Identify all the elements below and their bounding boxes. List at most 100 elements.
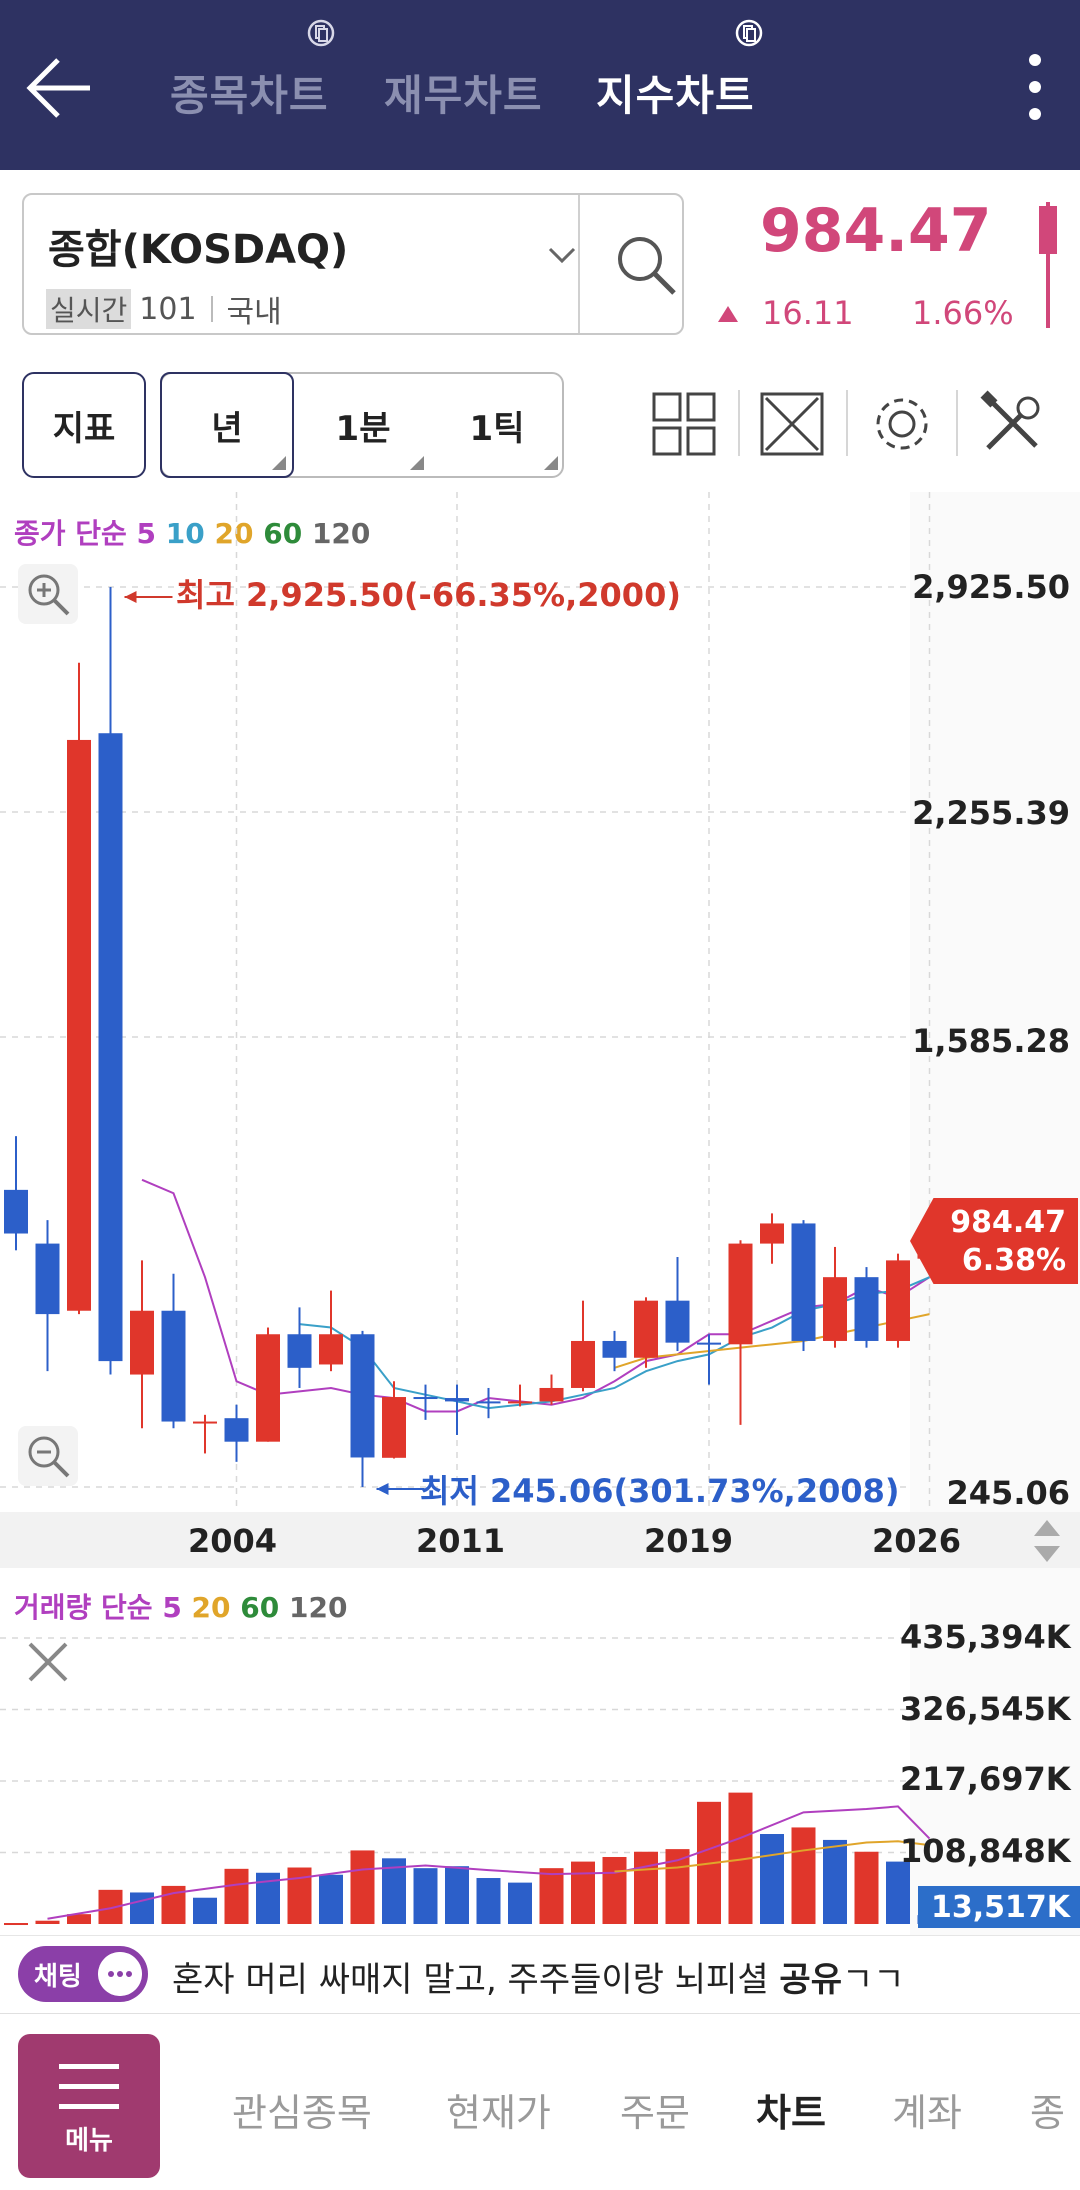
candle-body xyxy=(287,1334,312,1368)
chat-label: 채팅 xyxy=(34,1962,82,1992)
chat-bar[interactable]: 채팅 혼자 머리 싸매지 말고, 주주들이랑 뇌피셜 공유ㄱㄱ xyxy=(0,1935,1080,2013)
chevron-down-icon[interactable] xyxy=(544,237,580,273)
nav-order[interactable]: 주문 xyxy=(620,2091,690,2135)
dropdown-corner-icon xyxy=(272,456,286,470)
legend-ma-120: 120 xyxy=(288,1591,348,1624)
volume-bar xyxy=(634,1851,658,1924)
period-year-label: 년 xyxy=(211,408,243,449)
scroll-updown-icon[interactable] xyxy=(1030,1516,1064,1566)
volume-ma-legend: 거래량 단순 5 20 60 120 xyxy=(14,1586,347,1626)
symbol-selector[interactable]: 종합(KOSDAQ) 실시간 101 국내 xyxy=(22,193,684,335)
candle-body xyxy=(665,1300,690,1343)
tools-icon[interactable] xyxy=(976,388,1048,460)
candle-body xyxy=(445,1398,469,1402)
volume-bar xyxy=(791,1827,816,1924)
candle-body xyxy=(886,1260,910,1341)
divider xyxy=(578,195,580,333)
price-change: 16.11 xyxy=(762,294,854,332)
chat-message[interactable]: 혼자 머리 싸매지 말고, 주주들이랑 뇌피셜 공유ㄱㄱ xyxy=(172,1952,905,2001)
nav-more[interactable]: 종 xyxy=(1030,2091,1065,2135)
tab-financial-chart[interactable]: 재무차트 xyxy=(384,71,543,120)
bottom-nav: 메뉴 관심종목 현재가 주문 차트 계좌 종 xyxy=(0,2013,1080,2190)
zoom-in-icon[interactable] xyxy=(18,564,78,624)
price-change-pct: 1.66% xyxy=(912,294,1014,332)
mini-candle-icon xyxy=(1039,202,1057,328)
candle-body xyxy=(256,1334,280,1442)
dropdown-corner-icon xyxy=(410,456,424,470)
candle-body xyxy=(728,1243,753,1345)
legend-label: 거래량 단순 xyxy=(14,1591,153,1624)
volume-bar xyxy=(760,1834,784,1924)
legend-ma-5: 5 xyxy=(162,1591,182,1624)
period-year-button[interactable]: 년 xyxy=(160,372,294,478)
chat-button[interactable]: 채팅 xyxy=(18,1946,148,2002)
legend-ma-20: 20 xyxy=(191,1591,231,1624)
tab-stock-chart[interactable]: 종목차트 xyxy=(170,71,329,120)
volume-bar xyxy=(886,1861,910,1924)
volume-bar xyxy=(476,1878,501,1924)
y-label-low: 245.06 xyxy=(946,1474,1070,1512)
menu-button[interactable]: 메뉴 xyxy=(18,2034,160,2178)
volume-bar xyxy=(602,1856,627,1924)
volume-bar xyxy=(130,1892,154,1924)
chart-area[interactable]: 종가 단순 5 10 20 60 120 30 2,925.50 2,255.3… xyxy=(0,492,1080,1935)
volume-moving-average-20-line xyxy=(614,1840,930,1873)
tab-index-chart[interactable]: 지수차트 xyxy=(596,71,755,120)
chat-message-bold: 공유 xyxy=(779,1960,842,2000)
volume-bar xyxy=(35,1920,60,1924)
x-label-2026: 2026 xyxy=(872,1522,962,1560)
search-icon[interactable] xyxy=(614,233,678,297)
current-price: 984.47 xyxy=(760,196,992,266)
divider xyxy=(738,390,740,456)
period-1tick-button[interactable]: 1틱 xyxy=(430,374,564,476)
volume-axis-panel xyxy=(910,1568,1080,1935)
back-arrow-icon[interactable] xyxy=(24,52,96,124)
expand-icon[interactable] xyxy=(756,388,828,460)
x-axis[interactable]: 2004 2011 2019 2026 xyxy=(0,1512,1080,1568)
nav-current-price[interactable]: 현재가 xyxy=(446,2091,551,2135)
market-label: 국내 xyxy=(226,295,282,330)
chat-message-text: 혼자 머리 싸매지 말고, 주주들이랑 뇌피셜 xyxy=(172,1960,780,2000)
top-app-bar: 종목차트 재무차트 지수차트 xyxy=(0,0,1080,170)
sync-badge-icon xyxy=(307,19,335,47)
vol-y-label-3: 217,697K xyxy=(900,1760,1071,1798)
sync-badge-icon xyxy=(735,19,763,47)
legend-ma-120: 120 xyxy=(311,517,371,550)
nav-account[interactable]: 계좌 xyxy=(892,2091,962,2135)
candle-body xyxy=(760,1223,784,1244)
legend-label: 종가 단순 xyxy=(14,517,127,550)
symbol-subinfo: 실시간 101 국내 xyxy=(46,287,282,331)
candle-body xyxy=(571,1340,595,1388)
candle-body xyxy=(791,1223,816,1341)
tag-price: 984.47 xyxy=(950,1205,1066,1240)
volume-bar xyxy=(193,1897,217,1924)
zoom-out-icon[interactable] xyxy=(18,1426,78,1486)
symbol-name: 종합(KOSDAQ) xyxy=(48,227,349,273)
period-1tick-label: 1틱 xyxy=(469,408,525,449)
price-candle-chart xyxy=(0,492,1080,1512)
volume-bar xyxy=(224,1868,249,1924)
indicator-button[interactable]: 지표 xyxy=(22,372,146,478)
candle-body xyxy=(193,1421,217,1424)
volume-bar xyxy=(823,1839,847,1924)
close-icon[interactable] xyxy=(18,1632,78,1692)
nav-chart[interactable]: 차트 xyxy=(756,2091,826,2135)
candle-body xyxy=(4,1189,28,1234)
more-vert-icon[interactable] xyxy=(1020,52,1050,122)
candle-body xyxy=(602,1340,627,1358)
realtime-badge: 실시간 xyxy=(46,289,132,329)
x-label-2019: 2019 xyxy=(644,1522,734,1560)
divider xyxy=(210,296,213,322)
nav-watchlist[interactable]: 관심종목 xyxy=(232,2091,372,2135)
settings-gear-icon[interactable] xyxy=(866,388,938,460)
volume-bar xyxy=(413,1868,438,1924)
candle-body xyxy=(539,1387,564,1402)
legend-ma-60: 60 xyxy=(240,1591,280,1624)
volume-bar xyxy=(350,1850,375,1924)
grid-layout-icon[interactable] xyxy=(648,388,720,460)
candle-body xyxy=(98,733,123,1362)
dropdown-corner-icon xyxy=(544,456,558,470)
period-1min-button[interactable]: 1분 xyxy=(296,374,430,476)
legend-ma-10: 10 xyxy=(165,517,205,550)
low-pointer-arrow xyxy=(376,1483,389,1495)
